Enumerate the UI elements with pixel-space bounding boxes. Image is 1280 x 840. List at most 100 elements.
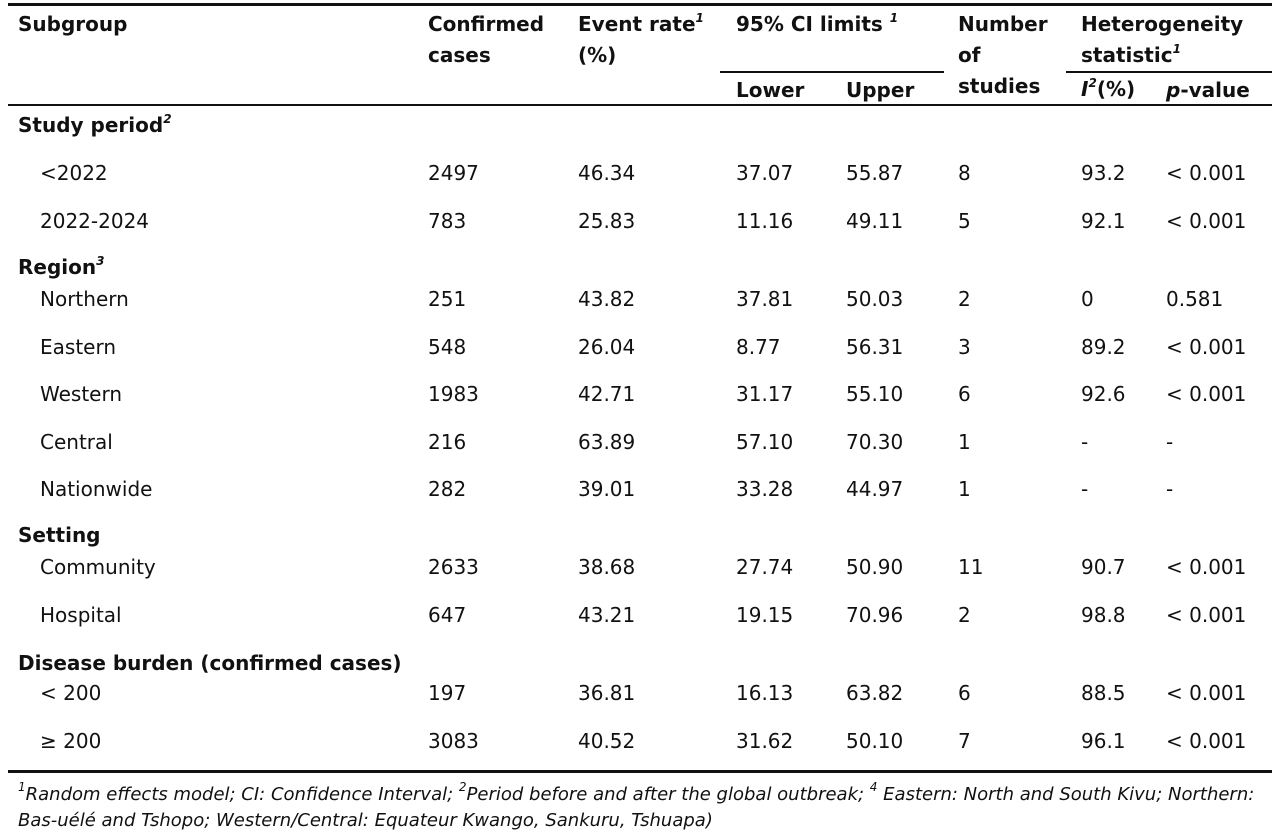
cell-event-rate: 43.82 (578, 287, 636, 311)
cell-i2: 89.2 (1081, 335, 1126, 359)
header-studies-line2: of (958, 43, 981, 67)
cell-event-rate: 26.04 (578, 335, 636, 359)
cell-confirmed-cases: 197 (428, 681, 467, 705)
cell-event-rate: 25.83 (578, 209, 636, 233)
header-i2: I2(%) (1081, 76, 1136, 101)
cell-event-rate: 46.34 (578, 161, 636, 185)
header-p-value: p-value (1166, 78, 1250, 102)
cell-event-rate: 63.89 (578, 430, 636, 454)
header-confirmed-line1: Confirmed (428, 12, 545, 36)
cell-i2: - (1081, 477, 1089, 501)
header-het-line2: statistic1 (1081, 42, 1181, 67)
cell-i2: 98.8 (1081, 603, 1126, 627)
cell-confirmed-cases: 548 (428, 335, 467, 359)
cell-p-value: < 0.001 (1166, 209, 1247, 233)
cell-ci-upper: 55.87 (846, 161, 904, 185)
cell-ci-lower: 33.28 (736, 477, 794, 501)
cell-ci-lower: 31.17 (736, 382, 794, 406)
cell-confirmed-cases: 3083 (428, 729, 479, 753)
cell-p-value: < 0.001 (1166, 681, 1247, 705)
cell-number-of-studies: 1 (958, 430, 971, 454)
group-header: Study period2 (18, 112, 172, 137)
cell-event-rate: 42.71 (578, 382, 636, 406)
cell-number-of-studies: 8 (958, 161, 971, 185)
cell-event-rate: 36.81 (578, 681, 636, 705)
group-header: Region3 (18, 254, 105, 279)
cell-subgroup: <2022 (40, 161, 108, 185)
cell-ci-upper: 50.90 (846, 555, 904, 579)
cell-subgroup: Eastern (40, 335, 117, 359)
cell-i2: - (1081, 430, 1089, 454)
cell-ci-upper: 50.10 (846, 729, 904, 753)
cell-p-value: < 0.001 (1166, 555, 1247, 579)
cell-p-value: < 0.001 (1166, 729, 1247, 753)
cell-confirmed-cases: 783 (428, 209, 467, 233)
cell-p-value: < 0.001 (1166, 603, 1247, 627)
cell-event-rate: 43.21 (578, 603, 636, 627)
cell-number-of-studies: 7 (958, 729, 971, 753)
cell-subgroup: Western (40, 382, 123, 406)
cell-ci-lower: 37.81 (736, 287, 794, 311)
header-confirmed-line2: cases (428, 43, 491, 67)
cell-confirmed-cases: 2497 (428, 161, 479, 185)
cell-ci-lower: 31.62 (736, 729, 794, 753)
header-het-line1: Heterogeneity (1081, 12, 1244, 36)
cell-ci-lower: 11.16 (736, 209, 794, 233)
header-ci-lower: Lower (736, 78, 805, 102)
footnote-line-2: Bas-uélé and Tshopo; Western/Central: Eq… (18, 810, 713, 831)
cell-confirmed-cases: 216 (428, 430, 467, 454)
cell-subgroup: Hospital (40, 603, 122, 627)
header-event-rate: Event rate1 (578, 11, 704, 36)
cell-ci-upper: 70.96 (846, 603, 904, 627)
cell-i2: 96.1 (1081, 729, 1126, 753)
het-subrule (1066, 71, 1272, 73)
cell-subgroup: Central (40, 430, 113, 454)
cell-p-value: - (1166, 477, 1174, 501)
footnote-line-1: 1Random effects model; CI: Confidence In… (18, 780, 1255, 805)
cell-p-value: - (1166, 430, 1174, 454)
cell-subgroup: < 200 (40, 681, 102, 705)
cell-p-value: < 0.001 (1166, 161, 1247, 185)
ci-subrule (720, 71, 944, 73)
cell-ci-upper: 56.31 (846, 335, 904, 359)
cell-i2: 92.6 (1081, 382, 1126, 406)
cell-ci-upper: 63.82 (846, 681, 904, 705)
cell-number-of-studies: 6 (958, 382, 971, 406)
table-footnote: 1Random effects model; CI: Confidence In… (18, 780, 1255, 834)
cell-p-value: < 0.001 (1166, 382, 1247, 406)
cell-i2: 90.7 (1081, 555, 1126, 579)
cell-ci-lower: 16.13 (736, 681, 794, 705)
cell-i2: 88.5 (1081, 681, 1126, 705)
header-studies-line1: Number (958, 12, 1048, 36)
cell-p-value: 0.581 (1166, 287, 1224, 311)
cell-subgroup: Northern (40, 287, 129, 311)
cell-ci-lower: 57.10 (736, 430, 794, 454)
table-bottom-rule (8, 770, 1272, 773)
cell-ci-upper: 70.30 (846, 430, 904, 454)
cell-subgroup: ≥ 200 (40, 729, 102, 753)
header-event-rate-unit: (%) (578, 43, 617, 67)
cell-event-rate: 40.52 (578, 729, 636, 753)
group-header: Disease burden (confirmed cases) (18, 651, 402, 675)
cell-event-rate: 38.68 (578, 555, 636, 579)
cell-p-value: < 0.001 (1166, 335, 1247, 359)
cell-confirmed-cases: 282 (428, 477, 467, 501)
cell-number-of-studies: 5 (958, 209, 971, 233)
cell-number-of-studies: 3 (958, 335, 971, 359)
cell-confirmed-cases: 2633 (428, 555, 479, 579)
header-subgroup: Subgroup (18, 12, 128, 36)
cell-confirmed-cases: 251 (428, 287, 467, 311)
cell-number-of-studies: 11 (958, 555, 984, 579)
cell-number-of-studies: 1 (958, 477, 971, 501)
cell-i2: 0 (1081, 287, 1094, 311)
cell-ci-lower: 19.15 (736, 603, 794, 627)
cell-subgroup: Community (40, 555, 156, 579)
cell-number-of-studies: 2 (958, 603, 971, 627)
cell-subgroup: Nationwide (40, 477, 153, 501)
cell-confirmed-cases: 647 (428, 603, 467, 627)
group-header: Setting (18, 523, 101, 547)
cell-ci-lower: 37.07 (736, 161, 794, 185)
cell-event-rate: 39.01 (578, 477, 636, 501)
cell-subgroup: 2022-2024 (40, 209, 150, 233)
cell-confirmed-cases: 1983 (428, 382, 479, 406)
